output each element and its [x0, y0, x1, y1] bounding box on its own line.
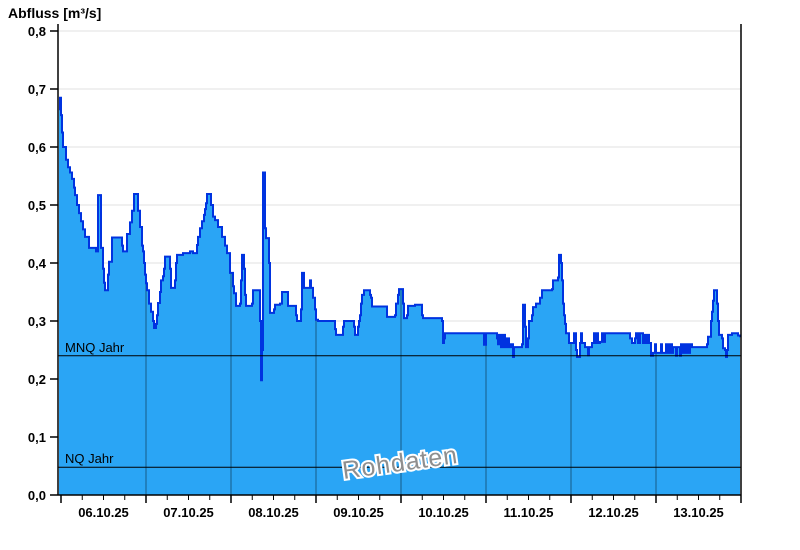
mnq-jahr-label: MNQ Jahr	[65, 340, 125, 355]
y-tick-label: 0,4	[28, 256, 47, 271]
reference-lines	[58, 355, 741, 468]
discharge-line	[59, 96, 741, 382]
x-tick-label: 13.10.25	[673, 505, 724, 520]
y-tick-label: 0,8	[28, 24, 46, 39]
nq-jahr-label: NQ Jahr	[65, 451, 114, 466]
x-tick-label: 12.10.25	[588, 505, 639, 520]
y-tick-label: 0,1	[28, 430, 46, 445]
y-tick-label: 0,3	[28, 314, 46, 329]
x-tick-label: 07.10.25	[163, 505, 214, 520]
y-tick-label: 0,5	[28, 198, 46, 213]
x-tick-label: 08.10.25	[248, 505, 299, 520]
x-tick-label: 10.10.25	[418, 505, 469, 520]
y-tick-label: 0,7	[28, 82, 46, 97]
y-tick-label: 0,2	[28, 372, 46, 387]
tick-labels: 0,0 0,1 0,2 0,3 0,4 0,5 0,6 0,7 0,8 06.10.25 07.10…	[28, 24, 724, 520]
axes-and-ticks	[50, 24, 742, 503]
series-line	[59, 96, 741, 382]
discharge-area	[59, 97, 740, 495]
y-tick-label: 0,6	[28, 140, 46, 155]
x-tick-label: 11.10.25	[504, 505, 554, 520]
y-tick-label: 0,0	[28, 488, 46, 503]
y-axis-title: Abfluss [m³/s]	[8, 5, 102, 21]
x-tick-label: 06.10.25	[78, 505, 129, 520]
area-fill	[59, 97, 740, 495]
x-tick-label: 09.10.25	[333, 505, 384, 520]
